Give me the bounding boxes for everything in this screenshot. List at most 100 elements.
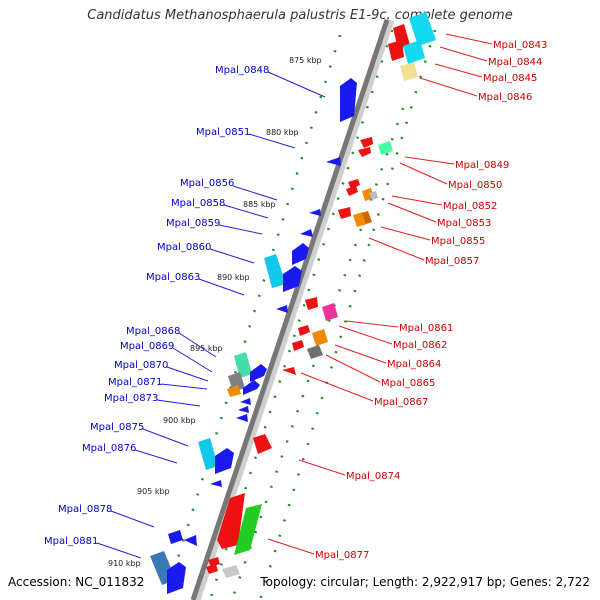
left-gene-label-mpal-0868: Mpal_0868 (126, 326, 180, 337)
gene-mpal-0865 (307, 345, 323, 359)
left-gene-label-mpal-0876: Mpal_0876 (82, 443, 136, 454)
gene-mpal-0875 (198, 438, 218, 470)
gene-mpal-0862 (312, 329, 328, 346)
gene-mpal-0877-small-a (208, 557, 220, 567)
gene-mpal-0860 (292, 243, 309, 265)
gene-mpal-0877-small-b (206, 564, 218, 574)
gene-mpal-0859 (300, 229, 313, 237)
left-gene-label-mpal-0881: Mpal_0881 (44, 536, 98, 547)
left-gene-label-mpal-0848: Mpal_0848 (215, 65, 269, 76)
right-leader-line-15 (300, 372, 374, 402)
genome-title: Candidatus Methanosphaerula palustris E1… (87, 8, 513, 23)
left-gene-label-mpal-0873: Mpal_0873 (104, 393, 158, 404)
right-gene-label-mpal-0853: Mpal_0853 (437, 218, 491, 229)
guide-dot-line-4 (258, 29, 437, 600)
right-gene-label-mpal-0849: Mpal_0849 (455, 160, 509, 171)
right-gene-label-mpal-0874: Mpal_0874 (346, 471, 400, 482)
gene-mpal-0843-b (388, 40, 404, 61)
right-gene-label-mpal-0864: Mpal_0864 (387, 359, 441, 370)
gene-mpal-0867 (282, 367, 296, 375)
gene-mpal-0849 (378, 141, 393, 155)
gene-mpal-0850-a (348, 179, 360, 189)
gene-mpal-0844 (409, 12, 436, 46)
gene-mpal-0850 (346, 186, 358, 196)
right-gene-label-mpal-0846: Mpal_0846 (478, 92, 532, 103)
left-gene-label-mpal-0856: Mpal_0856 (180, 178, 234, 189)
left-leader-line-10 (166, 366, 209, 382)
scale-label-7: 905 kbp (137, 487, 170, 496)
gene-mpal-0848 (340, 78, 357, 122)
gene-mpal-0873-b (238, 406, 249, 413)
left-gene-label-mpal-0875: Mpal_0875 (90, 422, 144, 433)
left-gene-label-mpal-0870: Mpal_0870 (114, 360, 168, 371)
gene-mpal-0845 (400, 62, 418, 81)
right-leader-line-1 (445, 33, 493, 45)
right-gene-label-mpal-0862: Mpal_0862 (393, 340, 447, 351)
gene-mpal-0870 (227, 385, 241, 397)
gene-mpal-0851 (326, 157, 341, 166)
gene-mpal-0853 (338, 207, 351, 219)
right-leader-line-10 (368, 237, 425, 261)
scale-label-6: 900 kbp (163, 416, 196, 425)
right-leader-line-7 (391, 195, 443, 206)
gene-mpal-0877 (217, 493, 245, 549)
gene-mpal-0862-a (298, 325, 310, 336)
left-leader-line-5 (218, 224, 263, 235)
left-leader-line-16 (96, 542, 142, 559)
gene-mpal-0856 (309, 209, 321, 216)
right-gene-label-mpal-0877: Mpal_0877 (315, 550, 369, 561)
right-leader-line-5 (404, 156, 455, 165)
gene-mpal-0863-block (283, 266, 302, 292)
gene-mpal-0869 (228, 372, 245, 392)
left-gene-label-mpal-0858: Mpal_0858 (171, 198, 225, 209)
gene-mpal-0844-b (403, 40, 425, 64)
gene-mpal-0870-arrow (250, 364, 267, 382)
left-leader-line-8 (178, 332, 217, 358)
right-leader-line-17 (267, 538, 315, 555)
left-leader-line-13 (142, 428, 189, 447)
scale-label-1: 875 kbp (289, 56, 322, 65)
scale-label-2: 880 kbp (266, 128, 299, 137)
right-gene-label-mpal-0852: Mpal_0852 (443, 201, 497, 212)
gene-mpal-0861 (322, 303, 338, 321)
left-leader-line-14 (134, 449, 178, 464)
right-leader-line-14 (325, 354, 381, 383)
gene-mpal-0868 (234, 352, 252, 378)
left-gene-label-mpal-0860: Mpal_0860 (157, 242, 211, 253)
right-leader-line-13 (334, 344, 387, 364)
right-gene-label-mpal-0843: Mpal_0843 (493, 40, 547, 51)
gene-mpal-0876-block (215, 448, 234, 474)
gene-mpal-0881 (167, 562, 186, 594)
gene-mpal-0849-b (358, 147, 371, 157)
gene-mpal-0878-b (184, 535, 197, 546)
right-leader-line-11 (345, 320, 399, 328)
right-leader-line-6 (399, 162, 448, 185)
right-gene-label-mpal-0850: Mpal_0850 (448, 180, 502, 191)
right-gene-label-mpal-0861: Mpal_0861 (399, 323, 453, 334)
left-gene-label-mpal-0851: Mpal_0851 (196, 127, 250, 138)
right-leader-line-16 (298, 459, 346, 476)
right-leader-line-12 (338, 325, 393, 345)
scale-label-5: 895 kbp (190, 344, 223, 353)
left-gene-label-mpal-0863: Mpal_0863 (146, 272, 200, 283)
left-leader-line-11 (160, 383, 208, 390)
gene-mpal-0864 (292, 340, 304, 351)
gene-mpal-0873 (236, 414, 248, 422)
gene-mpal-0857 (362, 211, 372, 224)
left-gene-label-mpal-0869: Mpal_0869 (120, 341, 174, 352)
right-leader-line-4 (419, 77, 478, 97)
left-leader-line-4 (223, 204, 269, 219)
right-leader-line-3 (434, 63, 483, 78)
right-leader-line-9 (380, 226, 431, 241)
gene-mpal-0863 (276, 305, 288, 313)
left-leader-line-7 (198, 278, 245, 296)
gene-mpal-0861-a (305, 297, 318, 310)
topology-label: Topology: circular; Length: 2,922,917 bp… (260, 575, 590, 589)
right-gene-label-mpal-0855: Mpal_0855 (431, 236, 485, 247)
left-gene-label-mpal-0878: Mpal_0878 (58, 504, 112, 515)
left-leader-line-12 (156, 399, 201, 407)
left-leader-line-1 (267, 71, 326, 98)
gene-mpal-0860-cyan (264, 254, 286, 288)
